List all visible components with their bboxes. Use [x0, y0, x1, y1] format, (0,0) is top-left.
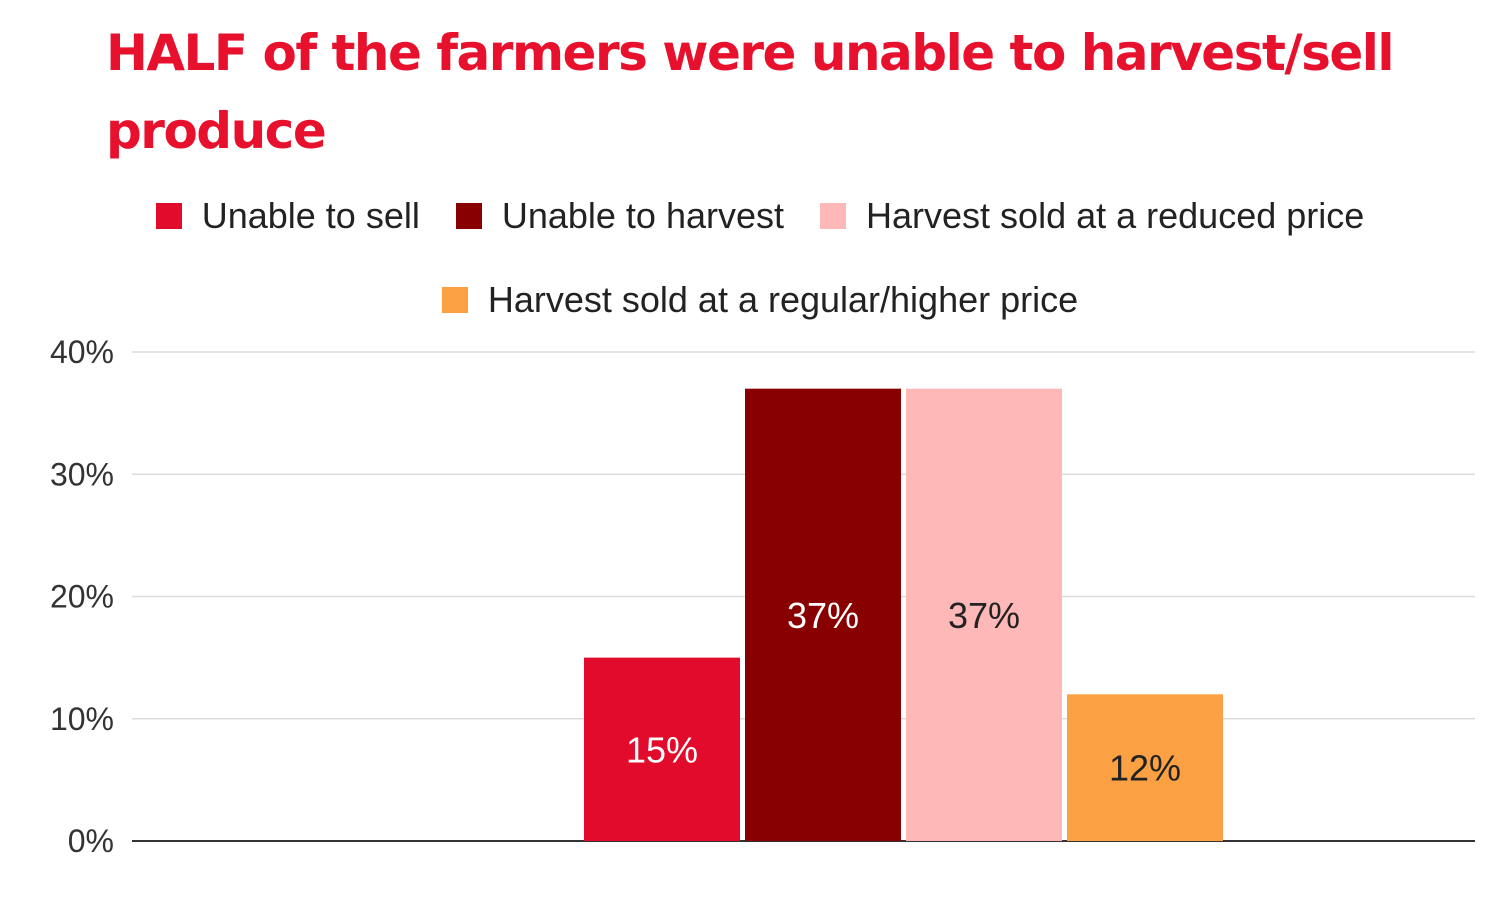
bar-data-label: 12% — [1109, 748, 1181, 789]
bar-data-label: 37% — [948, 595, 1020, 636]
y-tick-label: 10% — [50, 701, 114, 737]
y-tick-label: 40% — [50, 334, 114, 370]
legend-swatch-reduced-price — [820, 203, 847, 229]
legend-label-unable-to-harvest: Unable to harvest — [501, 195, 785, 236]
legend-label-reduced-price: Harvest sold at a reduced price — [866, 195, 1365, 236]
legend-item-regular-higher-price: Harvest sold at a regular/higher price — [441, 279, 1079, 320]
bar — [906, 388, 1062, 841]
bar — [1067, 694, 1223, 841]
bar-data-label: 37% — [787, 595, 859, 636]
bar — [584, 657, 740, 841]
y-tick-label: 20% — [50, 579, 114, 615]
bar — [745, 388, 901, 841]
legend-item-reduced-price: Harvest sold at a reduced price — [820, 196, 1364, 236]
legend-label-unable-to-sell: Unable to sell — [201, 195, 420, 236]
y-tick-label: 30% — [50, 456, 114, 492]
chart-title: HALF of the farmers were unable to harve… — [106, 24, 1395, 160]
legend-label-regular-higher-price: Harvest sold at a regular/higher price — [487, 279, 1079, 320]
chart-legend: Unable to sell Unable to harvest Harvest… — [60, 196, 1460, 320]
legend-swatch-regular-higher-price — [441, 287, 468, 313]
legend-item-unable-to-sell: Unable to sell — [155, 195, 420, 236]
legend-swatch-unable-to-sell — [155, 203, 182, 229]
y-tick-label: 0% — [68, 823, 114, 859]
bar-data-label: 15% — [626, 729, 698, 770]
bar-chart: 0% 10% 20% 30% 40% 15% 37% 37% 12% — [50, 334, 1475, 859]
legend-swatch-unable-to-harvest — [455, 203, 482, 229]
legend-item-unable-to-harvest: Unable to harvest — [455, 195, 785, 236]
